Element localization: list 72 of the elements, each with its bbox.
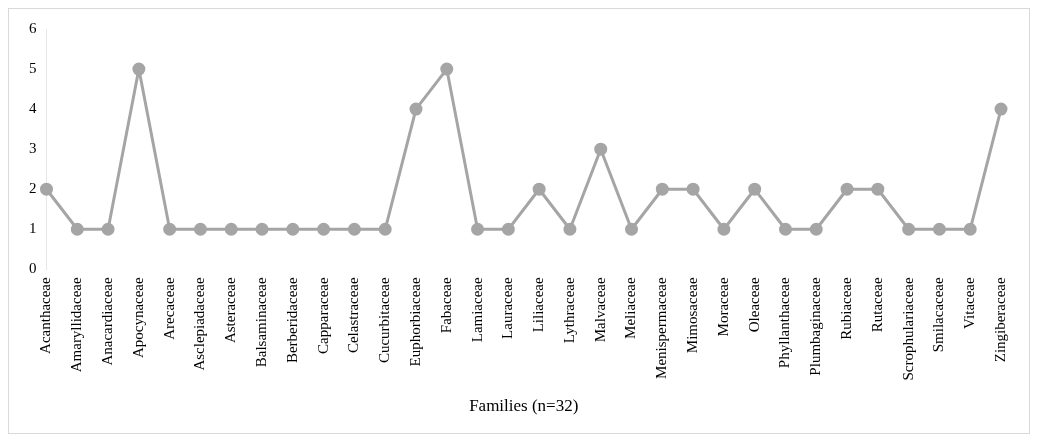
point (163, 222, 177, 236)
x-tick-label: Mimosaceae (684, 277, 701, 354)
y-tick-label: 5 (29, 59, 37, 76)
point (686, 182, 700, 196)
point (440, 62, 454, 76)
x-tick-label: Menispermaceae (653, 276, 670, 379)
point (532, 182, 546, 196)
x-tick-label: Apocynaceae (129, 276, 146, 359)
point (255, 222, 269, 236)
point (501, 222, 515, 236)
point (101, 222, 115, 236)
x-tick-label: Smilacaceae (930, 276, 947, 353)
point (932, 222, 946, 236)
point (809, 222, 823, 236)
point (378, 222, 392, 236)
y-tick-label: 3 (29, 140, 37, 157)
x-tick-label: Liliaceae (530, 277, 547, 333)
x-tick-label: Anacardiaceae (99, 277, 116, 366)
point (317, 222, 331, 236)
y-tick-label: 1 (29, 220, 37, 237)
x-tick-label: Celastraceae (345, 276, 362, 354)
x-tick-label: Rubiaceae (837, 276, 854, 340)
x-tick-label: Plumbaginaceae (807, 276, 824, 376)
x-tick-label: Malvaceae (591, 276, 608, 343)
point (717, 222, 731, 236)
point (132, 62, 146, 76)
y-tick-label: 2 (29, 180, 37, 197)
point (748, 182, 762, 196)
x-tick-label: Zingiberaceae (991, 277, 1008, 363)
point (471, 222, 485, 236)
x-tick-label: Asclepiadaceae (191, 277, 208, 371)
x-tick-label: Acanthaceae (37, 276, 54, 354)
point (902, 222, 916, 236)
y-tick-label: 0 (29, 260, 37, 277)
point (994, 102, 1008, 116)
point (871, 182, 885, 196)
x-tick-label: Oleaceae (745, 276, 762, 333)
point (193, 222, 207, 236)
point (840, 182, 854, 196)
x-tick-label: Capparaceae (314, 276, 331, 354)
x-tick-label: Berberidaceae (283, 277, 300, 364)
point (625, 222, 639, 236)
point (70, 222, 84, 236)
x-tick-label: Lythraceae (560, 277, 577, 344)
x-tick-label: Balsaminaceae (252, 276, 269, 368)
point (594, 142, 608, 156)
x-tick-label: Scrophulariaceae (899, 277, 916, 381)
point (224, 222, 238, 236)
x-tick-label: Fabaceae (437, 276, 454, 334)
x-tick-label: Cucurbitaceae (376, 276, 393, 364)
x-tick-label: Rutaceae (868, 276, 885, 333)
point (40, 182, 53, 196)
x-tick-label: Asteraceae (222, 276, 239, 344)
y-tick-label: 6 (29, 19, 37, 36)
point (563, 222, 577, 236)
x-tick-label: Amaryllidaceae (68, 277, 85, 373)
point (655, 182, 669, 196)
point (409, 102, 423, 116)
x-tick-label: Vitaceae (961, 276, 978, 329)
x-tick-label: Phyllanthaceae (776, 276, 793, 369)
point (347, 222, 361, 236)
x-tick-label: Moraceae (714, 276, 731, 337)
y-tick-label: 4 (29, 100, 37, 117)
x-tick-label: Lamiaceae (468, 277, 485, 343)
x-tick-label: Lauraceae (499, 276, 516, 339)
point (778, 222, 792, 236)
point (286, 222, 300, 236)
x-axis-title: Families (n=32) (469, 396, 579, 416)
x-tick-label: Meliaceae (622, 276, 639, 339)
x-tick-label: Arecaceae (160, 276, 177, 340)
point (963, 222, 977, 236)
x-tick-label: Euphorbiaceae (406, 277, 423, 367)
